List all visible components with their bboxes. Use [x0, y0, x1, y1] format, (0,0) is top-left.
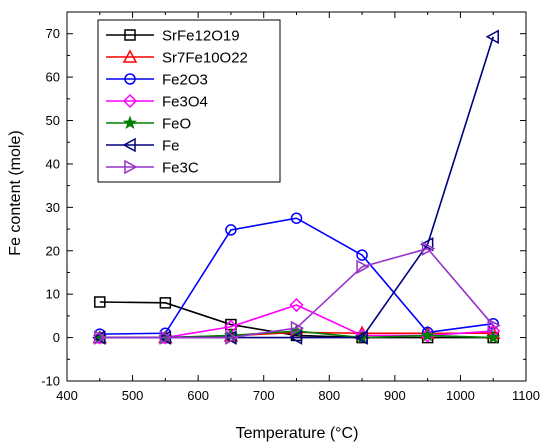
y-tick-label: 30: [46, 200, 60, 215]
data-point-fe2o3: [290, 212, 303, 224]
legend-marker-srfe12o19: [124, 29, 136, 41]
data-point-feo: [486, 330, 501, 344]
legend-label-srfe12o19: SrFe12O19: [162, 28, 240, 45]
x-tick-label: 800: [318, 388, 340, 403]
data-point-srfe12o19: [159, 297, 172, 309]
legend-label-fe2o3: Fe2O3: [162, 72, 208, 89]
x-tick-label: 600: [187, 388, 209, 403]
legend-item-fe: Fe: [106, 138, 180, 155]
legend-label-feo: FeO: [162, 116, 191, 133]
y-tick-label: 10: [46, 287, 60, 302]
data-point-fe3c: [225, 330, 239, 345]
data-point-fe: [288, 330, 303, 345]
data-point-fe2o3: [225, 224, 237, 236]
legend-marker-feo: [122, 115, 138, 130]
legend-item-sr7fe10o22: Sr7Fe10O22: [106, 49, 248, 67]
legend-marker-fe3c: [124, 159, 138, 175]
data-point-fe2o3: [356, 249, 368, 261]
y-tick-label: 40: [46, 156, 60, 171]
x-tick-label: 400: [56, 388, 78, 403]
y-tick-label: 20: [46, 243, 60, 258]
data-point-feo: [420, 327, 435, 342]
series-line-fe3c: [99, 247, 494, 339]
data-point-fe: [485, 29, 499, 45]
legend-label-fe: Fe: [162, 138, 180, 155]
legend: SrFe12O19 Sr7Fe10O22 Fe2O3 Fe3O4 FeO Fe Fe3C: [97, 19, 281, 183]
data-point-srfe12o19: [94, 296, 106, 308]
series-line-fe2o3: [99, 217, 494, 335]
legend-item-fe3o4: Fe3O4: [106, 94, 208, 111]
y-axis-title: Fe content (mole): [7, 130, 24, 255]
legend-marker-fe2o3: [124, 73, 136, 85]
data-point-fe3c: [356, 259, 370, 275]
x-axis-title: Temperature (°C): [236, 425, 359, 442]
legend-marker-sr7fe10o22: [122, 49, 138, 63]
data-point-fe3c: [94, 330, 108, 345]
x-tick-label: 700: [253, 388, 275, 403]
data-point-fe3c: [487, 318, 501, 333]
legend-item-srfe12o19: SrFe12O19: [106, 28, 240, 45]
y-tick-label: 70: [46, 26, 60, 41]
x-tick-label: 900: [384, 388, 406, 403]
y-tick-label: 50: [46, 113, 60, 128]
legend-label-sr7fe10o22: Sr7Fe10O22: [162, 50, 248, 67]
y-tick-label: 60: [46, 70, 60, 85]
data-point-fe: [420, 236, 434, 252]
legend-item-fe2o3: Fe2O3: [106, 72, 208, 89]
x-tick-label: 500: [122, 388, 144, 403]
legend-item-fe3c: Fe3C: [106, 160, 199, 177]
legend-label-fe3c: Fe3C: [162, 160, 199, 177]
legend-item-feo: FeO: [106, 116, 191, 133]
data-point-fe3c: [421, 241, 436, 256]
legend-label-fe3o4: Fe3O4: [162, 94, 208, 111]
x-tick-label: 1100: [512, 388, 540, 403]
data-point-fe: [354, 330, 368, 345]
x-tick-label: 1000: [446, 388, 475, 403]
data-point-fe3c: [290, 320, 305, 336]
series-fe3c: [94, 241, 501, 345]
y-tick-label: -10: [41, 374, 60, 389]
data-point-fe3c: [159, 330, 173, 345]
legend-marker-fe: [122, 137, 136, 153]
series-fe2o3: [94, 212, 499, 340]
y-tick-label: 0: [53, 330, 60, 345]
data-point-fe3o4: [289, 297, 304, 313]
legend-marker-fe3o4: [122, 93, 138, 109]
